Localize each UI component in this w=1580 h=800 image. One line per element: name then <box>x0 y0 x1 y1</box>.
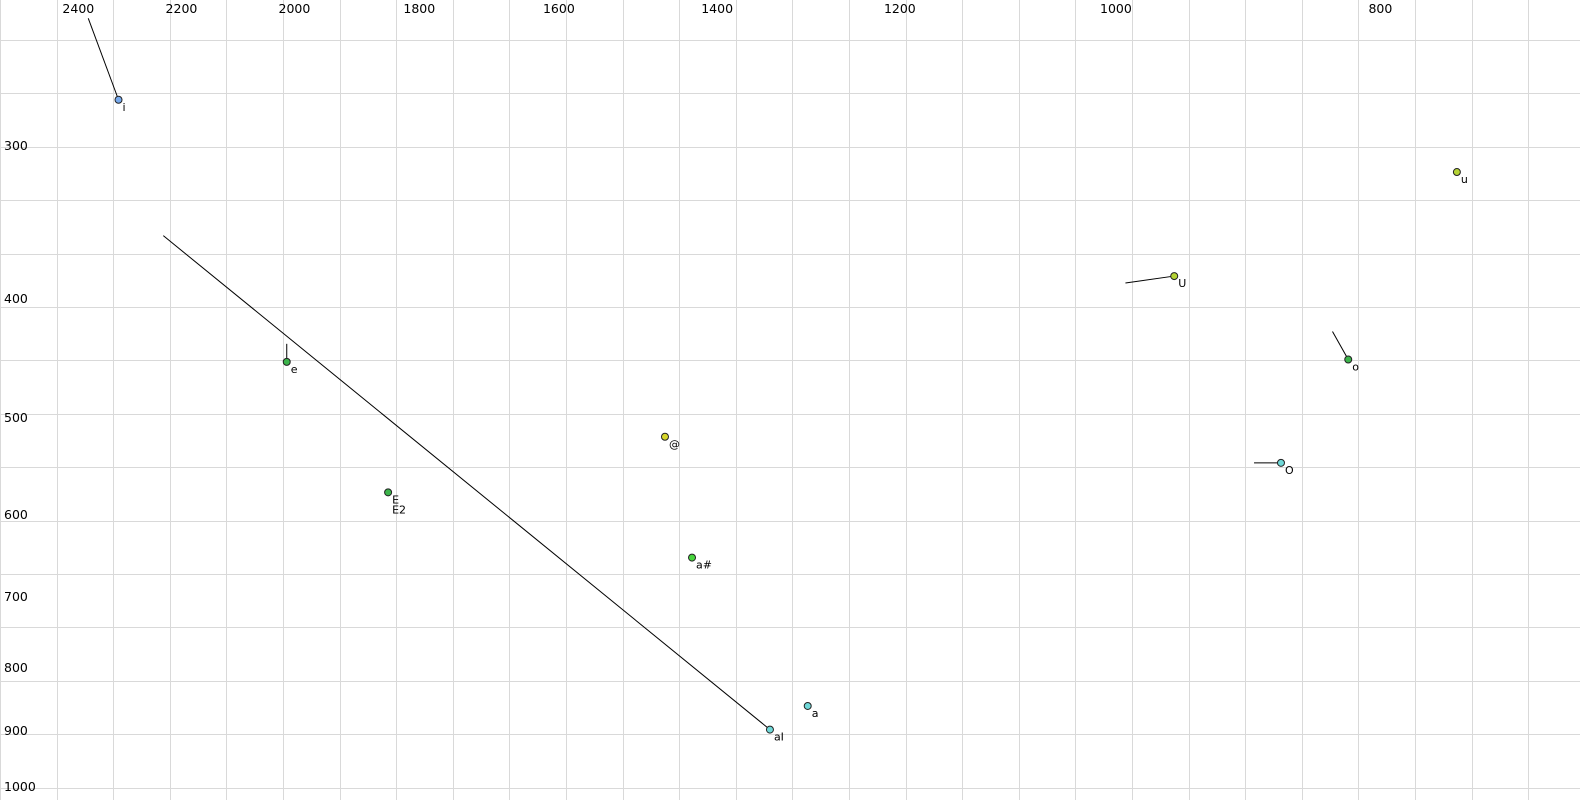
vowel-data-point[interactable] <box>384 488 393 497</box>
y-axis-tick-label: 900 <box>4 723 28 738</box>
vowel-data-point[interactable] <box>114 95 123 104</box>
y-axis-tick-label: 300 <box>4 138 28 153</box>
vowel-data-point[interactable] <box>660 432 669 441</box>
vowel-data-point[interactable] <box>765 725 774 734</box>
vowel-point-label: o <box>1352 360 1359 373</box>
vowel-point-label: @ <box>669 438 680 451</box>
vowel-point-label: i <box>123 101 126 114</box>
x-axis-tick-label: 1000 <box>1100 1 1132 16</box>
vowel-data-point[interactable] <box>803 701 812 710</box>
vowel-data-point[interactable] <box>1170 272 1179 281</box>
x-axis-tick-label: 1600 <box>543 1 575 16</box>
vowel-point-label: a <box>812 707 819 720</box>
y-axis-tick-label: 700 <box>4 589 28 604</box>
x-axis-tick-label: 2000 <box>279 1 311 16</box>
y-axis-tick-label: 1000 <box>4 779 36 794</box>
vowel-point-label: O <box>1285 464 1294 477</box>
formant-trajectory-line <box>87 18 119 100</box>
vowel-point-label: aI <box>774 731 784 744</box>
x-axis-tick-label: 2400 <box>62 1 94 16</box>
vowel-data-point[interactable] <box>1276 458 1285 467</box>
vowel-point-label: u <box>1461 173 1468 186</box>
vowel-data-point[interactable] <box>688 553 697 562</box>
formant-trajectory-line <box>1332 331 1349 360</box>
vowel-data-point[interactable] <box>1452 168 1461 177</box>
vowel-data-point[interactable] <box>1344 355 1353 364</box>
vowel-point-label: E <box>392 493 399 506</box>
x-axis-tick-label: 1200 <box>884 1 916 16</box>
y-axis-tick-label: 500 <box>4 410 28 425</box>
formant-trajectory-line <box>162 235 771 730</box>
vowel-point-label: U <box>1178 277 1186 290</box>
vowel-point-label: a# <box>696 559 712 572</box>
y-axis-tick-label: 800 <box>4 660 28 675</box>
formant-trajectory-line <box>1125 275 1175 284</box>
vowel-point-label: e <box>291 363 298 376</box>
y-axis-tick-label: 400 <box>4 291 28 306</box>
y-axis-tick-label: 600 <box>4 507 28 522</box>
x-axis-tick-label: 1400 <box>701 1 733 16</box>
x-axis-tick-label: 800 <box>1368 1 1392 16</box>
x-axis-tick-label: 2200 <box>166 1 198 16</box>
vowel-data-point[interactable] <box>282 357 291 366</box>
vowel-point-secondary-label: E2 <box>392 503 406 516</box>
x-axis-tick-label: 1800 <box>403 1 435 16</box>
